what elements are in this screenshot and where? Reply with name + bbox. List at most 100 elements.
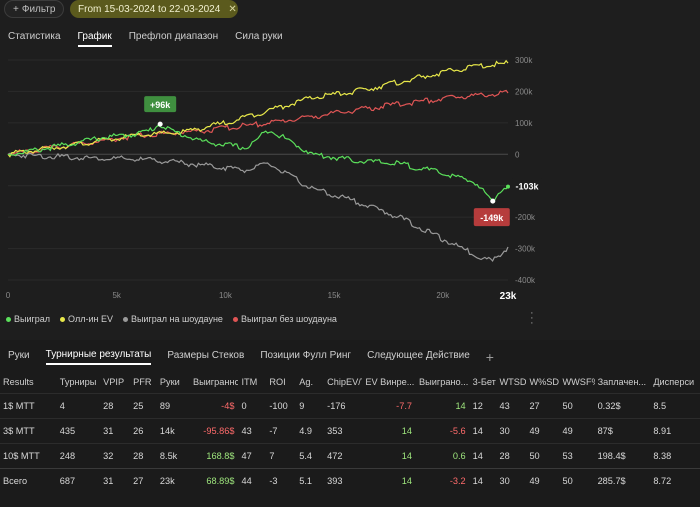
table-cell: 687 <box>56 467 101 493</box>
legend-label: Выиграл на шоудауне <box>130 314 223 324</box>
table-cell: 248 <box>56 442 101 468</box>
column-header[interactable]: 3-Бет <box>472 376 496 387</box>
results-chart: 300k200k100k0-100k-200k-300k-400k05k10k1… <box>6 56 542 302</box>
table-row[interactable]: 1$ MTT 4 28 25 89 -4$ 0 -100 9 -176 -7.7 14 12 43 27 50… <box>0 392 700 418</box>
x-tick-label: 0 <box>6 291 11 300</box>
y-tick-label: 0 <box>515 150 520 159</box>
column-header[interactable]: ChipEV/T <box>327 376 362 387</box>
table-cell: 53 <box>559 442 595 468</box>
filter-button[interactable]: + Фильтр <box>4 0 65 18</box>
table-cell: 14 <box>469 467 497 493</box>
legend-dot <box>232 316 238 322</box>
table-cell: 50 <box>559 467 595 493</box>
low-marker <box>490 198 496 204</box>
filter-label: Фильтр <box>21 3 56 15</box>
table-cell: 32 <box>100 442 131 468</box>
tab-hand-strength[interactable]: Сила руки <box>235 31 283 42</box>
column-header[interactable]: Results <box>3 376 34 387</box>
column-header[interactable]: ROI <box>269 376 286 387</box>
tab-tournament-results[interactable]: Турнирные результаты <box>45 349 152 365</box>
column-header[interactable]: VPIP <box>103 376 125 387</box>
table-cell: 14k <box>156 417 190 443</box>
add-tab-icon[interactable]: + <box>485 349 494 365</box>
table-cell: 168.8$ <box>189 442 239 468</box>
legend-dot <box>60 316 66 322</box>
table-cell: 44 <box>238 467 267 493</box>
column-header[interactable]: Дисперси <box>653 376 695 387</box>
table-cell: 1$ MTT <box>0 392 57 418</box>
series-line <box>7 59 509 158</box>
table-cell: 30 <box>496 417 527 443</box>
table-cell: 8.5k <box>156 442 190 468</box>
table-cell: 5.1 <box>296 467 325 493</box>
column-header[interactable]: Заплачен... <box>597 376 647 387</box>
series-line <box>7 89 509 156</box>
date-range-label: From 15-03-2024 to 22-03-2024 <box>78 3 221 15</box>
table-cell: 393 <box>324 467 363 493</box>
column-header[interactable]: EV Винре... <box>365 376 415 387</box>
final-marker <box>506 184 510 189</box>
legend-dot <box>6 316 11 322</box>
column-header[interactable]: Выигранно <box>192 376 239 387</box>
table-cell: 43 <box>238 417 267 443</box>
tab-preflop-range[interactable]: Префлоп диапазон <box>128 31 219 42</box>
table-cell: 14 <box>416 392 470 418</box>
table-cell: 47 <box>238 442 267 468</box>
plus-icon: + <box>13 3 19 15</box>
date-range-chip[interactable]: From 15-03-2024 to 22-03-2024 ✕ <box>70 0 238 18</box>
column-header[interactable]: WWSF% <box>562 376 594 387</box>
table-cell: 8.72 <box>650 467 700 493</box>
tab-stack-sizes[interactable]: Размеры Стеков <box>167 350 245 361</box>
column-header[interactable]: Ag. <box>299 376 314 387</box>
table-row[interactable]: 10$ MTT 248 32 28 8.5k 168.8$ 47 7 5.4 472 14 0.6 14… <box>0 442 700 468</box>
table-cell: 27 <box>526 392 560 418</box>
column-header[interactable]: WTSD <box>499 376 527 387</box>
table-row[interactable]: 3$ MTT 435 31 26 14k -95.86$ 43 -7 4.9 353 14 -5.6 1… <box>0 417 700 443</box>
legend-item-won[interactable]: Выиграл <box>6 314 50 324</box>
table-cell: Всего <box>0 467 57 493</box>
table-cell: 68.89$ <box>189 467 239 493</box>
table-cell: 0 <box>238 392 267 418</box>
toolbar: + Фильтр From 15-03-2024 to 22-03-2024 ✕ <box>0 0 700 22</box>
table-cell: 87$ <box>594 417 651 443</box>
tab-graph[interactable]: График <box>77 31 112 47</box>
table-cell: 5.4 <box>296 442 325 468</box>
x-tick-label: 15k <box>328 291 342 300</box>
tab-statistics[interactable]: Статистика <box>8 31 61 42</box>
table-cell: 7 <box>266 442 297 468</box>
column-header[interactable]: Руки <box>159 376 180 387</box>
column-header[interactable]: Выиграно... <box>419 376 469 387</box>
x-end-label: 23k <box>500 291 517 302</box>
table-cell: 4.9 <box>296 417 325 443</box>
peak-label: +96k <box>150 100 171 110</box>
table-total-row[interactable]: Всего 687 31 27 23k 68.89$ 44 -3 5.1 393 14 -3.2 14 3… <box>0 467 700 493</box>
table-cell: 14 <box>362 467 416 493</box>
column-header[interactable]: Турниры <box>59 376 97 387</box>
tab-full-ring-positions[interactable]: Позиции Фулл Ринг <box>260 350 352 361</box>
table-cell: -3 <box>266 467 297 493</box>
final-label: -103k <box>515 182 539 192</box>
close-icon[interactable]: ✕ <box>228 3 237 15</box>
table-cell: 49 <box>526 467 560 493</box>
table-cell: 25 <box>130 392 157 418</box>
column-header[interactable]: ITM <box>241 376 258 387</box>
legend-item-non-showdown[interactable]: Выиграл без шоудауна <box>232 314 337 324</box>
stats-tabs: Статистика График Префлоп диапазон Сила … <box>8 31 283 47</box>
tab-hands[interactable]: Руки <box>8 350 30 361</box>
table-cell: 30 <box>496 467 527 493</box>
legend-item-showdown[interactable]: Выиграл на шоудауне <box>122 314 223 324</box>
table-cell: 26 <box>130 417 157 443</box>
series-line <box>7 124 509 202</box>
y-tick-label: -300k <box>515 245 536 254</box>
y-tick-label: 300k <box>515 56 533 65</box>
y-tick-label: -200k <box>515 213 536 222</box>
y-tick-label: 200k <box>515 87 533 96</box>
table-cell: 10$ MTT <box>0 442 57 468</box>
column-header[interactable]: PFR <box>133 376 152 387</box>
column-header[interactable]: W%SD <box>529 376 560 387</box>
legend-label: Выиграл <box>14 314 51 324</box>
legend-label: Выиграл без шоудауна <box>240 314 337 324</box>
legend-item-allin-ev[interactable]: Олл-ин EV <box>60 314 113 324</box>
more-options-icon[interactable]: · · · <box>530 307 534 329</box>
tab-next-action[interactable]: Следующее Действие <box>367 350 470 361</box>
